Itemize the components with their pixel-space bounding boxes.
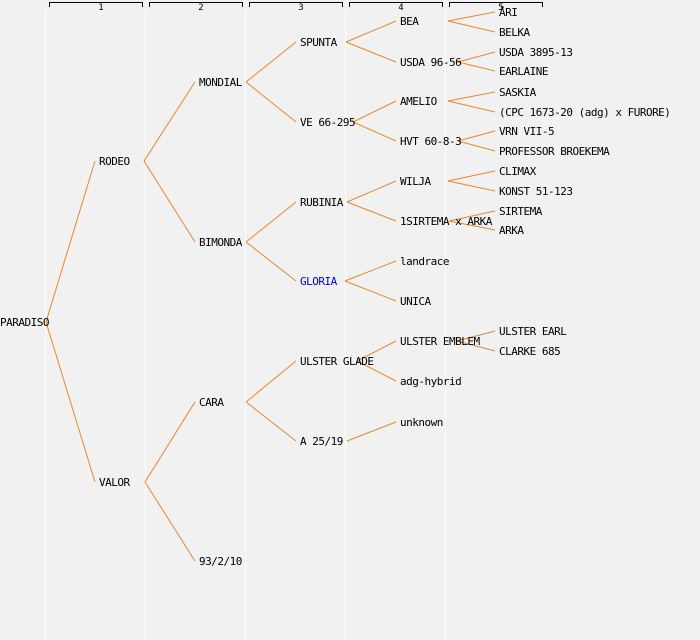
node-konst[interactable]: KONST 51-123: [499, 185, 573, 198]
edge-bea-ari: [447, 11, 496, 22]
edge-hvt6083-vrnvii5: [457, 130, 496, 142]
node-landrace[interactable]: landrace: [400, 255, 449, 268]
edge-bimonda-gloria: [245, 241, 297, 282]
generation-label-3: 3: [298, 3, 303, 13]
node-mondial[interactable]: MONDIAL: [199, 76, 243, 89]
edge-usda9656-usda3895: [457, 51, 496, 63]
edge-a2519-unknown: [346, 421, 397, 442]
edge-rubinia-sirtarka: [346, 201, 397, 222]
generation-bracket-2: [149, 2, 243, 7]
edge-uglade-uemblem: [356, 340, 397, 362]
edge-bea-belka: [447, 20, 496, 33]
node-g93[interactable]: 93/2/10: [199, 555, 242, 568]
node-belka[interactable]: BELKA: [499, 26, 531, 39]
edge-valor-cara: [144, 401, 196, 483]
edge-bimonda-rubinia: [245, 201, 297, 243]
node-saskia[interactable]: SASKIA: [499, 86, 537, 99]
node-uemblem[interactable]: ULSTER EMBLEM: [400, 335, 481, 348]
node-cara[interactable]: CARA: [199, 396, 225, 409]
node-adghybrid[interactable]: adg-hybrid: [400, 375, 462, 388]
generation-label-2: 2: [198, 3, 203, 13]
node-paradiso[interactable]: PARADISO: [0, 316, 49, 329]
node-sirtarka[interactable]: 1SIRTEMA x ARKA: [400, 215, 493, 228]
edge-ve66295-amelio: [352, 100, 397, 123]
edge-spunta-usda9656: [345, 41, 397, 63]
edge-ve66295-hvt6083: [352, 121, 397, 142]
node-valor[interactable]: VALOR: [99, 476, 131, 489]
node-ve66295[interactable]: VE 66-295: [300, 116, 356, 129]
edge-valor-g93: [144, 481, 196, 562]
node-vrnvii5[interactable]: VRN VII-5: [499, 125, 555, 138]
node-spunta[interactable]: SPUNTA: [300, 36, 338, 49]
edge-gloria-unica: [344, 280, 397, 302]
edge-paradiso-rodeo: [45, 160, 96, 323]
node-arka[interactable]: ARKA: [499, 224, 525, 237]
generation-bracket-5: [449, 2, 543, 7]
node-earlaine[interactable]: EARLAINE: [499, 65, 548, 78]
edge-cara-uglade: [245, 360, 297, 403]
node-climax[interactable]: CLIMAX: [499, 165, 537, 178]
generation-label-1: 1: [98, 3, 103, 13]
edge-rodeo-mondial: [143, 81, 196, 162]
node-sirtema[interactable]: SIRTEMA: [499, 205, 543, 218]
node-a2519[interactable]: A 25/19: [300, 435, 343, 448]
edge-amelio-cpcfurore: [447, 100, 496, 113]
node-usda3895[interactable]: USDA 3895-13: [499, 46, 573, 59]
node-uglade[interactable]: ULSTER GLADE: [300, 355, 374, 368]
node-hvt6083[interactable]: HVT 60-8-3: [400, 135, 462, 148]
node-ari[interactable]: ÅRI: [499, 6, 518, 19]
node-rodeo[interactable]: RODEO: [99, 155, 130, 168]
edge-sirtarka-arka: [448, 220, 496, 231]
node-gloria[interactable]: GLORIA: [300, 275, 338, 288]
generation-label-5: 5: [498, 3, 503, 13]
edge-uemblem-clarke: [456, 340, 496, 352]
edge-hvt6083-profbroekema: [457, 140, 496, 152]
edge-wilja-climax: [447, 170, 496, 182]
node-amelio[interactable]: AMELIO: [400, 95, 437, 108]
generation-bracket-3: [249, 2, 343, 7]
edge-wilja-konst: [447, 180, 496, 192]
node-usda9656[interactable]: USDA 96-56: [400, 56, 462, 69]
node-cpcfurore[interactable]: (CPC 1673-20 (adg) x FURORE): [499, 106, 671, 119]
node-bea[interactable]: BEA: [400, 15, 420, 28]
node-clarke[interactable]: CLARKE 685: [499, 345, 561, 358]
generation-bracket-4: [349, 2, 443, 7]
node-rubinia[interactable]: RUBINIA: [300, 196, 344, 209]
edge-sirtarka-sirtema: [448, 210, 496, 222]
edge-paradiso-valor: [45, 321, 96, 483]
edge-amelio-saskia: [447, 91, 496, 102]
edge-mondial-ve66295: [245, 81, 297, 123]
edge-spunta-bea: [345, 20, 397, 43]
edge-cara-a2519: [245, 401, 297, 442]
edge-uglade-adghybrid: [356, 360, 397, 382]
edge-uemblem-uearl: [456, 330, 496, 342]
node-uearl[interactable]: ULSTER EARL: [499, 325, 568, 338]
node-profbroekema[interactable]: PROFESSOR BROEKEMA: [499, 145, 611, 158]
generation-bracket-1: [49, 2, 143, 7]
edge-usda9656-earlaine: [457, 61, 496, 72]
node-wilja[interactable]: WILJA: [400, 175, 432, 188]
generation-label-4: 4: [398, 3, 403, 13]
edge-rodeo-bimonda: [143, 160, 196, 243]
edge-rubinia-wilja: [346, 180, 397, 203]
node-unknown[interactable]: unknown: [400, 416, 443, 429]
node-bimonda[interactable]: BIMONDA: [199, 236, 243, 249]
edge-gloria-landrace: [344, 260, 397, 282]
edge-mondial-spunta: [245, 41, 297, 83]
node-unica[interactable]: UNICA: [400, 295, 432, 308]
